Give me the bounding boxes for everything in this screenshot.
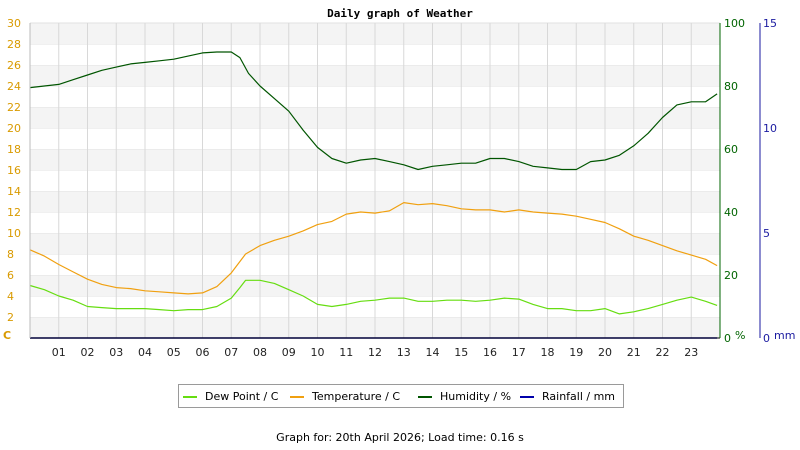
x-tick-label: 17 <box>512 346 526 359</box>
axes <box>29 23 761 339</box>
x-tick-label: 20 <box>598 346 612 359</box>
chart-title: Daily graph of Weather <box>327 7 473 20</box>
legend-label-dew-point: Dew Point / C <box>205 390 279 403</box>
x-tick-label: 18 <box>541 346 555 359</box>
humidity-tick-label: 60 <box>724 143 738 156</box>
humidity-tick-label: 80 <box>724 80 738 93</box>
humidity-line <box>29 51 718 171</box>
left-tick-label: 20 <box>7 122 21 135</box>
legend: Dew Point / C Temperature / C Humidity /… <box>178 384 624 408</box>
rainfall-tick-label: 15 <box>763 17 777 30</box>
left-tick-label: 24 <box>7 80 21 93</box>
legend-swatch-dew-point <box>183 396 197 398</box>
x-tick-label: 05 <box>167 346 181 359</box>
left-tick-label: 18 <box>7 143 21 156</box>
x-tick-label: 22 <box>656 346 670 359</box>
legend-swatch-humidity <box>418 396 432 398</box>
humidity-axis-ticks: 0 20 40 60 80 100 <box>724 17 745 345</box>
x-tick-label: 06 <box>196 346 210 359</box>
x-tick-label: 08 <box>253 346 267 359</box>
legend-item-rainfall: Rainfall / mm <box>520 390 615 403</box>
footer-status: Graph for: 20th April 2026; Load time: 0… <box>276 431 524 444</box>
humidity-tick-label: 100 <box>724 17 745 30</box>
x-tick-label: 21 <box>627 346 641 359</box>
legend-label-rainfall: Rainfall / mm <box>542 390 616 403</box>
x-tick-label: 07 <box>224 346 238 359</box>
humidity-tick-label: 20 <box>724 269 738 282</box>
left-tick-label: 22 <box>7 101 21 114</box>
rainfall-tick-label: 0 <box>763 332 770 345</box>
x-tick-label: 12 <box>368 346 382 359</box>
humidity-tick-label: 0 <box>724 332 731 345</box>
x-tick-label: 19 <box>569 346 583 359</box>
legend-label-temperature: Temperature / C <box>312 390 401 403</box>
rainfall-axis-ticks: 0 5 10 15 <box>763 17 777 345</box>
left-tick-label: 28 <box>7 38 21 51</box>
legend-item-humidity: Humidity / % <box>418 390 511 403</box>
x-tick-label: 03 <box>109 346 123 359</box>
dew-point-line <box>29 279 718 315</box>
left-tick-label: 14 <box>7 185 21 198</box>
left-tick-label: 2 <box>7 311 14 324</box>
left-tick-label: 30 <box>7 17 21 30</box>
x-tick-label: 11 <box>339 346 353 359</box>
x-tick-label: 13 <box>397 346 411 359</box>
left-tick-label: 16 <box>7 164 21 177</box>
x-tick-label: 14 <box>426 346 440 359</box>
legend-item-temperature: Temperature / C <box>290 390 400 403</box>
temperature-line <box>29 202 718 295</box>
left-tick-label: 8 <box>7 248 14 261</box>
x-tick-label: 23 <box>684 346 698 359</box>
x-tick-label: 09 <box>282 346 296 359</box>
x-tick-label: 02 <box>81 346 95 359</box>
left-tick-label: 12 <box>7 206 21 219</box>
legend-swatch-temperature <box>290 396 304 398</box>
legend-swatch-rainfall <box>520 396 534 398</box>
x-tick-label: 04 <box>138 346 152 359</box>
left-tick-label: 26 <box>7 59 21 72</box>
x-axis-ticks: 01 02 03 04 05 06 07 08 09 10 11 12 13 14 15 16 17 18 19 20… <box>52 346 699 359</box>
rainfall-tick-label: 10 <box>763 122 777 135</box>
humidity-axis-unit: % <box>735 329 745 342</box>
x-tick-label: 15 <box>454 346 468 359</box>
left-axis-unit: C <box>3 329 11 342</box>
rainfall-tick-label: 5 <box>763 227 770 240</box>
x-tick-label: 16 <box>483 346 497 359</box>
left-tick-label: 6 <box>7 269 14 282</box>
humidity-tick-label: 40 <box>724 206 738 219</box>
left-tick-label: 4 <box>7 290 14 303</box>
legend-item-dew-point: Dew Point / C <box>183 390 278 403</box>
left-tick-label: 10 <box>7 227 21 240</box>
x-tick-label: 10 <box>311 346 325 359</box>
x-tick-label: 01 <box>52 346 66 359</box>
legend-label-humidity: Humidity / % <box>440 390 512 403</box>
rainfall-axis-unit: mm <box>774 329 795 342</box>
